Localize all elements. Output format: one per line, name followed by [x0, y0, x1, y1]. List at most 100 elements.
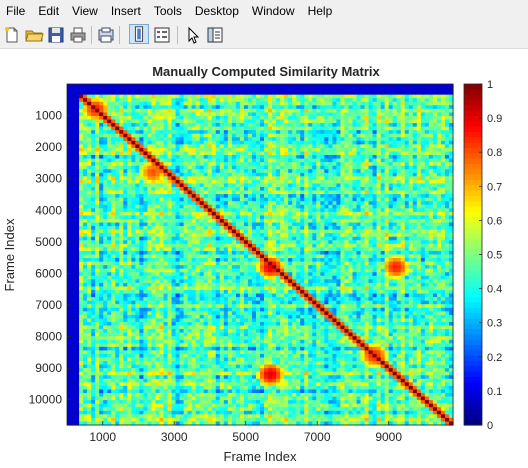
heatmap-cell — [296, 144, 301, 149]
menu-view[interactable]: View — [72, 4, 98, 18]
heatmap-cell — [87, 98, 92, 103]
heatmap-cell — [352, 204, 358, 209]
heatmap-cell — [71, 226, 76, 231]
menu-insert[interactable]: Insert — [110, 4, 141, 18]
heatmap-cell — [332, 229, 337, 234]
colorbar-toggle-icon[interactable] — [129, 24, 149, 44]
heatmap-cell — [159, 169, 165, 174]
heatmap-cell — [284, 254, 289, 259]
heatmap-cell — [83, 187, 88, 192]
heatmap-cell — [420, 84, 426, 89]
heatmap-cell — [235, 236, 241, 241]
heatmap-cell — [91, 176, 96, 181]
heatmap-cell — [328, 176, 333, 181]
heatmap-cell — [215, 169, 221, 174]
heatmap-cell — [119, 105, 124, 110]
save-icon[interactable] — [46, 25, 66, 45]
heatmap-cell — [251, 222, 257, 227]
heatmap-cell — [416, 236, 422, 241]
heatmap-cell — [360, 140, 366, 145]
heatmap-cell — [251, 240, 257, 245]
heatmap-cell — [428, 190, 434, 195]
heatmap-cell — [175, 176, 181, 181]
property-inspector-icon[interactable] — [205, 25, 225, 45]
heatmap-cell — [356, 105, 362, 110]
heatmap-cell — [276, 265, 281, 270]
heatmap-cell — [175, 201, 181, 206]
heatmap-cell — [340, 101, 346, 106]
heatmap-cell — [247, 105, 253, 110]
menu-file[interactable]: File — [6, 4, 26, 18]
heatmap-cell — [103, 126, 108, 131]
heatmap-cell — [392, 208, 398, 213]
heatmap-cell — [364, 211, 370, 217]
heatmap-cell — [312, 158, 317, 163]
heatmap-cell — [179, 98, 185, 103]
heatmap-cell — [207, 229, 213, 234]
heatmap-cell — [83, 226, 88, 231]
menu-desktop[interactable]: Desktop — [194, 4, 239, 18]
heatmap-cell — [95, 115, 100, 121]
heatmap-cell — [87, 250, 92, 256]
heatmap-cell — [191, 123, 197, 128]
heatmap-cell — [308, 115, 313, 121]
heatmap-cell — [151, 258, 157, 263]
heatmap-cell — [448, 165, 454, 170]
heatmap-cell — [211, 226, 217, 231]
heatmap-cell — [163, 222, 169, 227]
heatmap-cell — [308, 265, 313, 270]
heatmap-cell — [75, 215, 80, 220]
heatmap-cell — [404, 119, 410, 124]
heatmap-cell — [191, 179, 197, 185]
print-preview-icon[interactable] — [96, 25, 116, 45]
heatmap-cell — [308, 176, 313, 181]
heatmap-cell — [388, 208, 394, 213]
heatmap-cell — [231, 179, 237, 185]
heatmap-cell — [183, 247, 189, 252]
heatmap-cell — [75, 87, 80, 92]
heatmap-cell — [251, 190, 257, 195]
heatmap-cell — [251, 194, 257, 199]
heatmap-cell — [235, 172, 241, 177]
open-folder-icon[interactable] — [24, 25, 44, 45]
heatmap-cell — [352, 140, 358, 145]
heatmap-cell — [300, 172, 305, 177]
heatmap-cell — [151, 226, 157, 231]
heatmap-cell — [223, 222, 229, 227]
heatmap-cell — [199, 258, 205, 263]
heatmap-cell — [428, 112, 434, 117]
edit-plot-arrow-icon[interactable] — [183, 25, 203, 45]
heatmap-cell — [296, 108, 301, 114]
heatmap-cell — [380, 218, 386, 224]
heatmap-cell — [304, 165, 309, 170]
heatmap-cell — [372, 240, 378, 245]
heatmap-cell — [223, 98, 229, 103]
heatmap-cell — [251, 229, 257, 234]
legend-toggle-icon[interactable] — [152, 25, 172, 45]
heatmap-cell — [251, 258, 257, 263]
heatmap-cell — [408, 162, 414, 167]
heatmap-cell — [376, 236, 382, 241]
heatmap-cell — [364, 250, 370, 256]
menu-window[interactable]: Window — [251, 4, 295, 18]
heatmap-cell — [119, 229, 124, 234]
heatmap-cell — [400, 250, 406, 256]
menu-tools[interactable]: Tools — [153, 4, 182, 18]
heatmap-cell — [123, 94, 128, 99]
similarity-heatmap — [67, 84, 454, 426]
heatmap-cell — [272, 250, 277, 256]
heatmap-cell — [239, 197, 245, 202]
heatmap-cell — [75, 218, 80, 224]
menu-edit[interactable]: Edit — [38, 4, 60, 18]
heatmap-cell — [187, 201, 193, 206]
new-file-icon[interactable] — [2, 25, 22, 45]
heatmap-cell — [235, 126, 241, 131]
heatmap-cell — [179, 94, 185, 99]
menu-help[interactable]: Help — [307, 4, 333, 18]
heatmap-cell — [123, 201, 128, 206]
print-icon[interactable] — [68, 25, 88, 45]
heatmap-cell — [436, 250, 442, 256]
heatmap-cell — [167, 201, 173, 206]
heatmap-cell — [215, 258, 221, 263]
heatmap-cell — [436, 179, 442, 185]
